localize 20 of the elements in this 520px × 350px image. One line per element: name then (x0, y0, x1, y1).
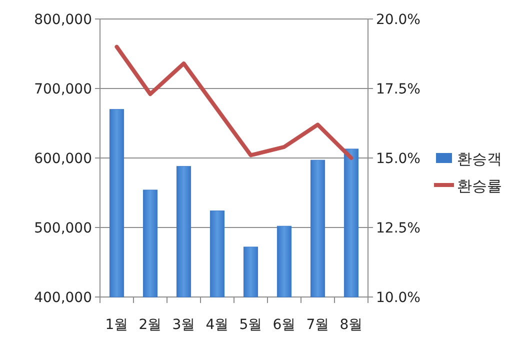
y2-tick-label: 12.5% (376, 220, 420, 236)
y2-tick-label: 10.0% (376, 290, 420, 306)
y2-tick-label: 20.0% (376, 12, 420, 28)
y-tick-label: 600,000 (34, 151, 92, 167)
y-tick-label: 800,000 (34, 12, 92, 28)
legend-label: 환승객 (457, 150, 502, 168)
y2-tick-label: 17.5% (376, 82, 420, 98)
x-tick-label: 1월 (105, 317, 128, 333)
x-tick-label: 6월 (272, 317, 296, 333)
y-tick-label: 400,000 (34, 290, 92, 306)
x-tick-label: 8월 (340, 317, 363, 333)
y-tick-label: 500,000 (34, 220, 92, 236)
y-tick-label: 700,000 (34, 82, 92, 98)
legend-label: 환승률 (457, 177, 502, 195)
x-tick-label: 5월 (239, 317, 262, 333)
x-tick-label: 2월 (138, 317, 162, 333)
x-tick-label: 4월 (206, 317, 229, 333)
x-tick-label: 3월 (172, 317, 196, 333)
y2-tick-label: 15.0% (376, 151, 420, 167)
x-tick-label: 7월 (306, 317, 330, 333)
